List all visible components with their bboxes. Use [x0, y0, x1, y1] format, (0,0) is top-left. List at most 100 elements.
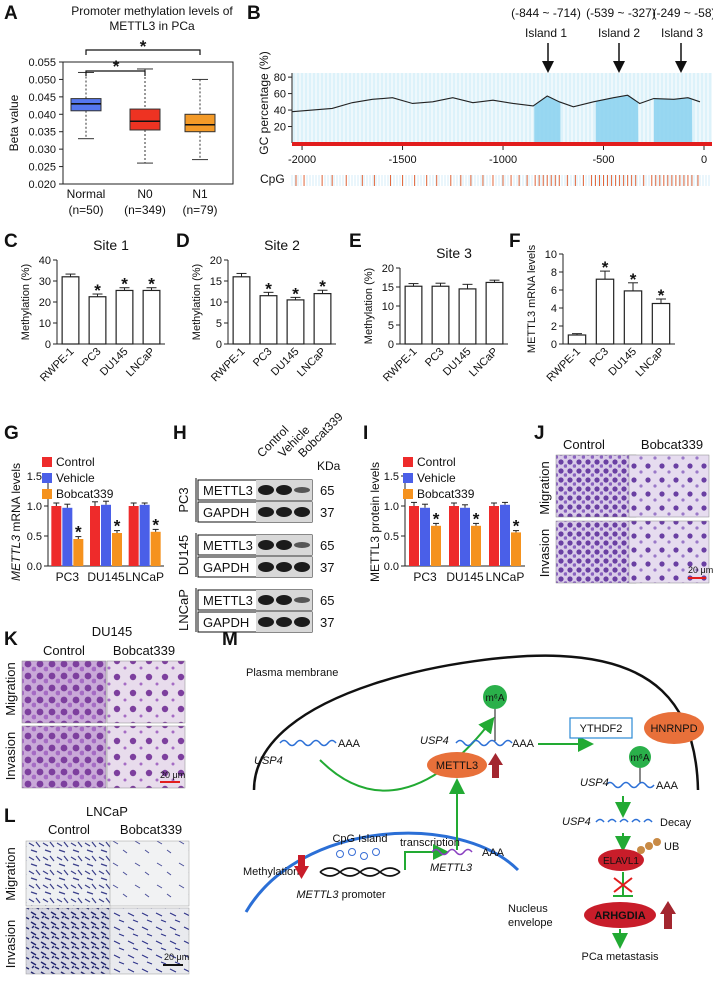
- xtick-label: LNCaP: [634, 346, 668, 380]
- bar-pc3-bobcat339: [431, 525, 441, 566]
- m6a-badge-middle: [483, 685, 507, 709]
- xtick-label: PC3: [587, 346, 611, 370]
- blot-kda-value: 65: [320, 593, 334, 608]
- usp4-aaa-left: AAA: [338, 738, 361, 750]
- k-control-migration-image: [21, 660, 107, 724]
- bar-lncap: [651, 302, 671, 345]
- panel-b-xtick-label: 0: [701, 154, 707, 166]
- ytick-label: 1.5: [384, 471, 399, 483]
- blot-band: [276, 562, 292, 572]
- m6a-label-middle: m⁶A: [485, 693, 504, 704]
- panel-a-boxplot: Promoter methylation levels of METTL3 in…: [7, 4, 234, 217]
- ytick-label: 30: [39, 276, 51, 288]
- xtick-label: PC3: [423, 346, 447, 370]
- blot-band: [294, 507, 310, 517]
- panel-letter-d: D: [176, 231, 190, 252]
- nucleus-envelope-arc: [244, 831, 520, 913]
- bar-pc3-bobcat339: [73, 539, 84, 566]
- ytick-label: 0.5: [27, 531, 42, 543]
- panel-i-grouped-bar-chart: 0.0 0.5 1.0 1.5 Control Vehicle Bobcat339 * PC3 *…: [384, 455, 525, 584]
- k-row-invasion: Invasion: [3, 732, 18, 780]
- panel-letter-f: F: [509, 231, 521, 252]
- usp4-mrna-left: [279, 739, 337, 747]
- metastasis-label: PCa metastasis: [581, 951, 659, 963]
- significance-star: *: [148, 275, 155, 294]
- blot-protein-label: GAPDH: [203, 615, 249, 630]
- panel-letter-g: G: [4, 423, 19, 444]
- blot-kda-value: 37: [320, 505, 334, 520]
- bar-du145: [623, 290, 643, 345]
- plasma-membrane-arc: [252, 654, 700, 791]
- elavl1-node: [598, 849, 644, 871]
- ytick-label: 0: [45, 339, 51, 351]
- j-control-invasion-image: [555, 520, 637, 584]
- xtick-label: DU145: [87, 570, 125, 584]
- ytick-label: 4: [551, 303, 557, 315]
- panel-a-ytick-label: 0.030: [28, 144, 56, 156]
- legend-label-control: Control: [56, 455, 95, 469]
- significance-star: *: [94, 281, 101, 300]
- blot-kda-value: 37: [320, 560, 334, 575]
- panel-letter-j: J: [534, 423, 545, 444]
- cpg-island-3-area: [653, 97, 693, 142]
- usp4-label-right: USP4: [580, 777, 609, 789]
- arhgdia-label: ARHGDIA: [594, 910, 645, 922]
- panel-b-ytick-label: 40: [274, 105, 286, 117]
- ytick-label: 5: [216, 318, 222, 330]
- xtick-label: PC3: [80, 346, 104, 370]
- panel-a-ytick-label: 0.025: [28, 162, 56, 174]
- m6a-label-right: m⁶A: [630, 753, 649, 764]
- j-col-bobcat339: Bobcat339: [641, 437, 703, 452]
- island-3-name: Island 3: [661, 26, 703, 40]
- l-row-invasion: Invasion: [3, 920, 18, 968]
- panel-a-sig-star-inner: *: [113, 57, 120, 76]
- blot-protein-label: METTL3: [203, 538, 253, 553]
- significance-star: *: [292, 284, 299, 303]
- ytick-label: 20: [210, 255, 222, 267]
- panel-d-ylabel: Methylation (%): [191, 264, 203, 340]
- decay-label: Decay: [660, 817, 692, 829]
- panel-a-sig-bracket-outer: [85, 49, 201, 55]
- panel-a-ytick-label: 0.020: [28, 179, 56, 191]
- l-row-migration: Migration: [3, 847, 18, 900]
- l-col-control: Control: [48, 822, 90, 837]
- box-normal: [70, 98, 102, 112]
- ub-label: UB: [664, 841, 679, 853]
- island-1-name: Island 1: [525, 26, 567, 40]
- panel-a-n-normal: (n=50): [68, 203, 103, 217]
- ytick-label: 20: [382, 263, 394, 275]
- blot-kda-value: 65: [320, 483, 334, 498]
- blot-cell-pc3: PC3: [176, 487, 191, 512]
- ytick-label: 8: [551, 267, 557, 279]
- panel-letter-m: M: [222, 629, 238, 650]
- panel-k-du145-micrographs: DU145 Control Bobcat339 Migration Invasi…: [3, 624, 186, 789]
- panel-b-xtick-label: -1000: [489, 154, 517, 166]
- xtick-label: LNCaP: [125, 570, 164, 584]
- bar-lncap: [142, 289, 161, 345]
- arhgdia-up-arrow: [664, 913, 672, 929]
- blot-band: [258, 540, 274, 550]
- panel-letter-l: L: [4, 806, 16, 827]
- l-bobcat-migration-image: [109, 840, 190, 907]
- panel-a-sig-star-outer: *: [140, 37, 147, 56]
- k-row-migration: Migration: [3, 662, 18, 715]
- nucleus-label-2: envelope: [508, 917, 553, 929]
- cpg-island-2-area: [595, 95, 639, 142]
- ytick-label: 20: [39, 297, 51, 309]
- bar-lncap: [485, 281, 504, 345]
- blot-protein-label: METTL3: [203, 593, 253, 608]
- legend-swatch-vehicle: [42, 473, 52, 483]
- panel-c-ylabel: Methylation (%): [20, 264, 32, 340]
- blot-band: [258, 617, 274, 627]
- bar-pc3-control: [409, 506, 419, 566]
- blot-band: [258, 485, 274, 495]
- panel-a-sig-bracket-inner: [85, 70, 146, 76]
- panel-letter-b: B: [247, 3, 261, 24]
- l-control-invasion-image: [25, 907, 112, 975]
- bar-du145-control: [449, 506, 459, 566]
- bar-lncap-control: [128, 506, 139, 566]
- island-3-range: (-249 ~ -58): [652, 6, 713, 20]
- xtick-label: RWPE-1: [38, 346, 77, 385]
- xtick-label: LNCaP: [295, 346, 329, 380]
- panel-h-western-blot: Control Vehicle Bobcat339 KDa PC3 METTL3 6…: [176, 409, 346, 633]
